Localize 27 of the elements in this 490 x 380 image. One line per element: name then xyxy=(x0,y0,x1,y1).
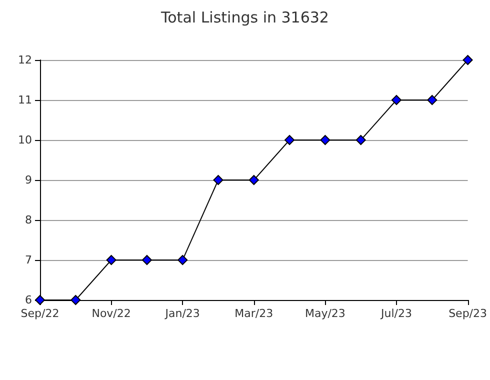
y-tick-label: 7 xyxy=(25,254,32,266)
y-tick-label: 12 xyxy=(18,54,32,66)
x-tick-label: Jan/23 xyxy=(164,307,200,320)
point xyxy=(284,135,295,145)
x-tick-label: Sep/22 xyxy=(20,307,60,320)
y-tick-label: 10 xyxy=(18,134,32,146)
point xyxy=(462,55,473,65)
x-tick-label: Jul/23 xyxy=(380,307,412,320)
point xyxy=(320,135,330,145)
point xyxy=(391,95,402,105)
point xyxy=(427,95,438,105)
y-tick-label: 11 xyxy=(18,94,32,106)
y-tick-label: 6 xyxy=(25,294,32,306)
x-tick-label: Sep/23 xyxy=(448,307,487,320)
x-tick-label: May/23 xyxy=(304,307,346,320)
chart-title: Total Listings in 31632 xyxy=(160,8,329,26)
y-tick-label: 8 xyxy=(25,214,32,226)
point xyxy=(178,255,188,265)
point xyxy=(70,295,81,305)
x-tick-label: Nov/22 xyxy=(92,307,131,320)
point xyxy=(142,255,152,265)
y-tick-label: 9 xyxy=(25,174,32,186)
x-tick-label: Mar/23 xyxy=(234,307,274,320)
point xyxy=(248,175,259,185)
point xyxy=(106,255,116,265)
point xyxy=(213,175,224,185)
point xyxy=(356,135,366,145)
